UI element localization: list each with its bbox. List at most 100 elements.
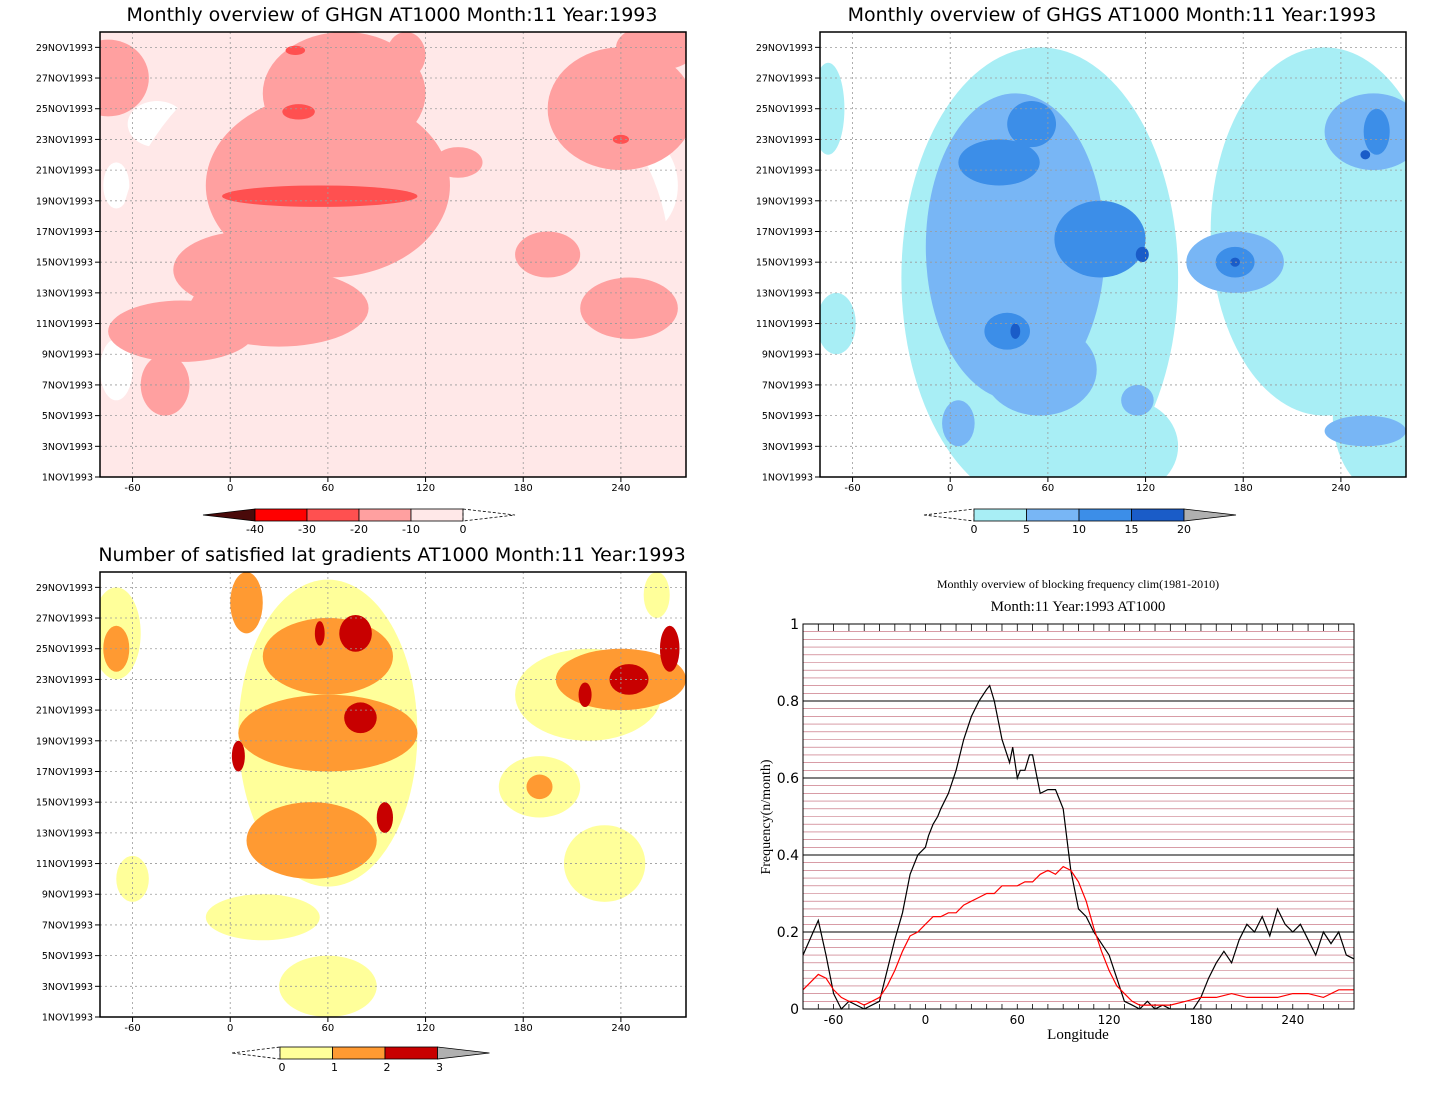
y-tick-label: 3NOV1993: [762, 442, 813, 453]
y-tick-label: 25NOV1993: [36, 644, 93, 655]
y-tick-label: 0.6: [777, 771, 799, 787]
y-tick-label: 9NOV1993: [42, 890, 93, 901]
ghgs-chart: Monthly overview of GHGS AT1000 Month:11…: [756, 4, 1407, 536]
y-tick-label: 1NOV1993: [42, 473, 93, 484]
y-tick-label: 27NOV1993: [756, 74, 813, 85]
y-tick-label: 27NOV1993: [36, 74, 93, 85]
colorbar-label: -30: [298, 523, 316, 536]
x-tick-label: -60: [844, 483, 860, 494]
contour-blob: [984, 312, 1030, 350]
contour-blob: [563, 825, 646, 902]
colorbar-open-triangle: [231, 1046, 281, 1060]
y-tick-label: 0.4: [777, 848, 799, 864]
y-tick-label: 17NOV1993: [36, 767, 93, 778]
plot-frame: [99, 31, 687, 478]
series-line: [802, 865, 1354, 1006]
y-tick-label: 23NOV1993: [756, 135, 813, 146]
y-tick-label: 0: [790, 1002, 799, 1018]
contour-blob: [230, 572, 263, 634]
x-tick-label: 60: [322, 483, 335, 494]
y-tick-label: 1: [790, 617, 799, 633]
plot-frame: [819, 31, 1407, 478]
x-tick-label: 0: [922, 1013, 930, 1027]
y-tick-label: 19NOV1993: [36, 736, 93, 747]
y-tick-label: 25NOV1993: [36, 104, 93, 115]
plot-area: [100, 572, 686, 1017]
y-tick-label: 19NOV1993: [36, 196, 93, 207]
x-tick-label: 0: [227, 1023, 233, 1034]
y-tick-label: 29NOV1993: [36, 583, 93, 594]
colorbar-label: 5: [1023, 523, 1030, 536]
colorbar-end-triangle: [437, 1046, 490, 1060]
x-tick-label: 180: [514, 483, 533, 494]
colorbar-box: [279, 1046, 333, 1060]
contour-blob: [609, 664, 649, 695]
x-tick-label: 120: [416, 1023, 435, 1034]
colorbar-label: 0: [279, 1061, 286, 1074]
ghgs-panel: Monthly overview of GHGS AT1000 Month:11…: [720, 0, 1440, 540]
blocking-title: Monthly overview of blocking frequency c…: [937, 577, 1219, 591]
y-tick-label: 3NOV1993: [42, 442, 93, 453]
contour-blob: [958, 139, 1040, 186]
y-tick-label: 21NOV1993: [36, 166, 93, 177]
y-tick-label: 25NOV1993: [756, 104, 813, 115]
x-tick-label: 0: [227, 483, 233, 494]
contour-blob: [1080, 400, 1179, 477]
y-tick-label: 15NOV1993: [36, 258, 93, 269]
contour-blob: [205, 894, 320, 941]
x-tick-label: -60: [124, 483, 140, 494]
x-tick-label: 60: [1042, 483, 1055, 494]
ghgs-title: Monthly overview of GHGS AT1000 Month:11…: [848, 4, 1377, 26]
y-tick-label: 19NOV1993: [756, 196, 813, 207]
y-tick-label: 0.2: [777, 925, 799, 941]
gradients-panel: Number of satisfied lat gradients AT1000…: [0, 540, 720, 1091]
white-hole-blob: [100, 338, 133, 401]
contour-blob: [173, 231, 320, 309]
colorbar-end-triangle: [1183, 508, 1237, 522]
x-tick-label: 120: [416, 483, 435, 494]
colorbar-box: [410, 508, 464, 522]
y-tick-label: 23NOV1993: [36, 675, 93, 686]
contour-blob: [580, 277, 678, 339]
line-plot-area: 0 0.2 0.4 0.6 0.8 1 -60 0 60 120 180 240: [777, 617, 1355, 1027]
colorbar-label: 0: [971, 523, 978, 536]
contour-blob: [282, 104, 315, 120]
y-tick-label: 5NOV1993: [762, 411, 813, 422]
contour-blob: [386, 32, 426, 79]
x-tick-label: 240: [611, 483, 630, 494]
y-tick-label: 15NOV1993: [756, 258, 813, 269]
contour-blob: [1010, 323, 1021, 339]
y-tick-label: 29NOV1993: [36, 43, 93, 54]
colorbar-box: [1131, 508, 1185, 522]
contour-blob: [376, 802, 393, 833]
y-tick-label: 13NOV1993: [36, 288, 93, 299]
x-tick-label: 60: [1010, 1013, 1025, 1027]
y-tick-label: 27NOV1993: [36, 614, 93, 625]
contour-blob: [433, 147, 483, 178]
contour-blob: [1135, 246, 1149, 263]
blocking-frequency-panel: Monthly overview of blocking frequency c…: [720, 540, 1440, 1091]
gradients-chart: Number of satisfied lat gradients AT1000…: [36, 544, 687, 1074]
ghgn-panel: Monthly overview of GHGN AT1000 Month:11…: [0, 0, 720, 540]
y-tick-label: 11NOV1993: [36, 859, 93, 870]
y-tick-label: 3NOV1993: [42, 982, 93, 993]
contour-blob: [222, 185, 418, 207]
y-tick-label: 15NOV1993: [36, 798, 93, 809]
blocking-frequency-chart: Monthly overview of blocking frequency c…: [759, 577, 1355, 1043]
contour-blob: [659, 625, 680, 672]
contour-blob: [1121, 384, 1154, 416]
colorbar-box: [1078, 508, 1132, 522]
y-tick-label: 29NOV1993: [756, 43, 813, 54]
colorbar-label: 0: [460, 523, 467, 536]
colorbar-open-triangle: [462, 508, 516, 522]
y-tick-label: 13NOV1993: [36, 828, 93, 839]
contour-blob: [526, 774, 553, 800]
x-tick-label: 120: [1098, 1013, 1121, 1027]
contour-blob: [515, 231, 581, 278]
plot-frame: [802, 623, 1355, 1010]
y-axis-label: Frequency(n/month): [759, 759, 774, 874]
colorbar-label: 10: [1072, 523, 1086, 536]
contour-blob: [100, 39, 149, 117]
contour-blob: [1054, 200, 1146, 278]
contour-blob: [1360, 150, 1371, 160]
